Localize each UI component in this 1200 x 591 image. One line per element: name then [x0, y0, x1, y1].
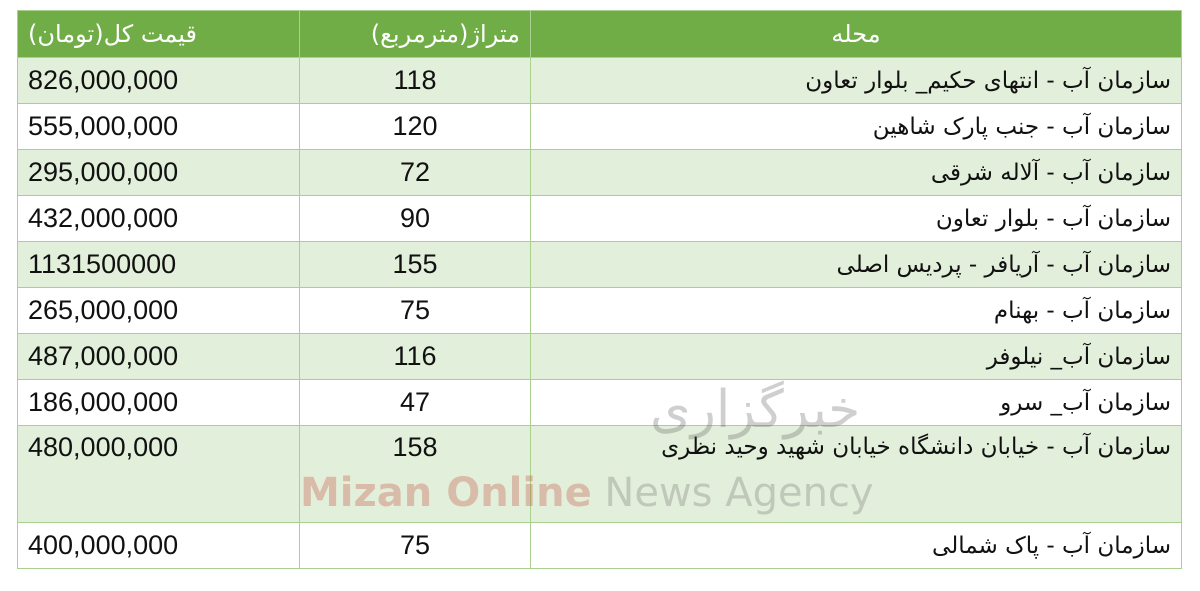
price-cell: 826,000,000 — [17, 57, 300, 104]
location-cell: سازمان آب - آلاله شرقی — [530, 149, 1182, 196]
area-cell: 75 — [299, 287, 531, 334]
price-cell: 480,000,000 — [17, 425, 300, 523]
location-cell: سازمان آب - انتهای حکیم_ بلوار تعاون — [530, 57, 1182, 104]
table-row: 487,000,000 116 سازمان آب_ نیلوفر — [17, 333, 1182, 380]
table-row: 295,000,000 72 سازمان آب - آلاله شرقی — [17, 149, 1182, 196]
table-row: 555,000,000 120 سازمان آب - جنب پارک شاهین — [17, 103, 1182, 150]
price-cell: 186,000,000 — [17, 379, 300, 426]
location-cell: سازمان آب - آریافر - پردیس اصلی — [530, 241, 1182, 288]
area-cell: 72 — [299, 149, 531, 196]
price-cell: 487,000,000 — [17, 333, 300, 380]
price-table: قیمت کل(تومان) متراژ(مترمربع) محله 826,0… — [17, 10, 1182, 569]
location-cell: سازمان آب - بهنام — [530, 287, 1182, 334]
area-cell: 118 — [299, 57, 531, 104]
area-cell: 155 — [299, 241, 531, 288]
location-cell: سازمان آب_ نیلوفر — [530, 333, 1182, 380]
price-cell: 295,000,000 — [17, 149, 300, 196]
location-cell: سازمان آب - خیابان دانشگاه خیابان شهید و… — [530, 425, 1182, 523]
price-cell: 265,000,000 — [17, 287, 300, 334]
price-cell: 1131500000 — [17, 241, 300, 288]
header-area: متراژ(مترمربع) — [299, 10, 531, 58]
table-row: 265,000,000 75 سازمان آب - بهنام — [17, 287, 1182, 334]
table-row: 826,000,000 118 سازمان آب - انتهای حکیم_ ب… — [17, 57, 1182, 104]
area-cell: 47 — [299, 379, 531, 426]
table-row: 480,000,000 158 سازمان آب - خیابان دانشگاه… — [17, 425, 1182, 523]
price-cell: 400,000,000 — [17, 522, 300, 569]
table-row: 1131500000 155 سازمان آب - آریافر - پردیس … — [17, 241, 1182, 288]
area-cell: 90 — [299, 195, 531, 242]
price-cell: 432,000,000 — [17, 195, 300, 242]
area-cell: 158 — [299, 425, 531, 523]
area-cell: 116 — [299, 333, 531, 380]
header-row: قیمت کل(تومان) متراژ(مترمربع) محله — [17, 10, 1182, 58]
location-cell: سازمان آب - جنب پارک شاهین — [530, 103, 1182, 150]
price-cell: 555,000,000 — [17, 103, 300, 150]
header-price: قیمت کل(تومان) — [17, 10, 300, 58]
location-cell: سازمان آب - پاک شمالی — [530, 522, 1182, 569]
location-cell: سازمان آب - بلوار تعاون — [530, 195, 1182, 242]
area-cell: 120 — [299, 103, 531, 150]
header-location: محله — [530, 10, 1182, 58]
table-row: 432,000,000 90 سازمان آب - بلوار تعاون — [17, 195, 1182, 242]
table-row: 400,000,000 75 سازمان آب - پاک شمالی — [17, 522, 1182, 569]
location-cell: سازمان آب_ سرو — [530, 379, 1182, 426]
table-row: 186,000,000 47 سازمان آب_ سرو — [17, 379, 1182, 426]
area-cell: 75 — [299, 522, 531, 569]
